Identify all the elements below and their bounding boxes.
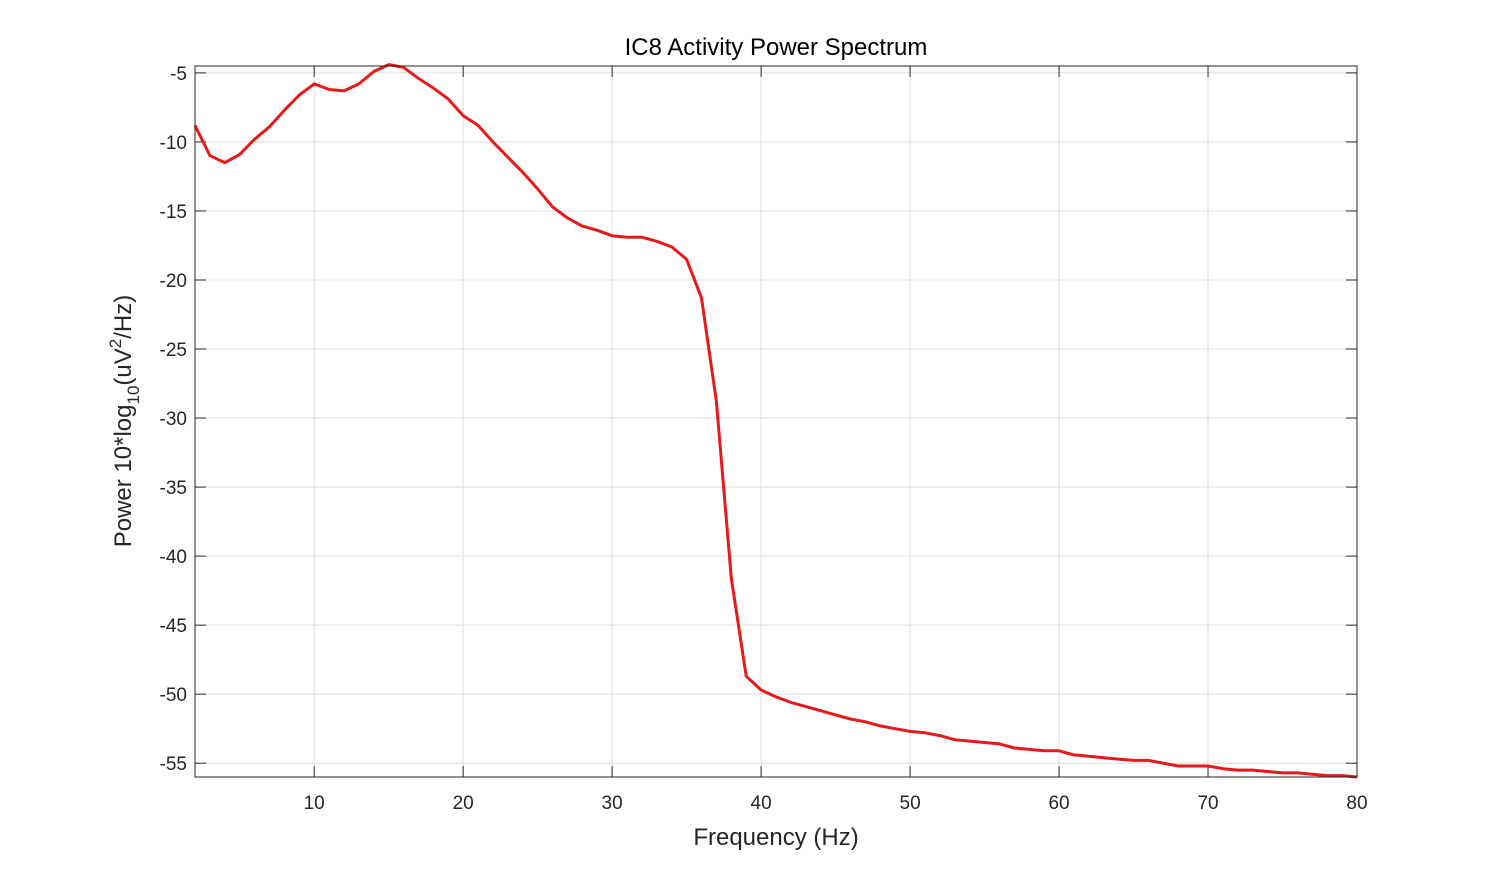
x-tick-labels: 10 20 30 40 50 60 70 80 xyxy=(304,793,1368,814)
plot-area xyxy=(195,66,1357,777)
y-tick-label: -40 xyxy=(160,547,187,568)
y-tick-label: -10 xyxy=(160,133,187,154)
y-axis-label-middle: (uV xyxy=(110,348,137,385)
y-axis-label-superscript: 2 xyxy=(106,339,125,348)
x-tick-label: 10 xyxy=(304,793,325,814)
x-tick-label: 20 xyxy=(453,793,474,814)
data-series xyxy=(193,63,1358,779)
chart-title: IC8 Activity Power Spectrum xyxy=(625,34,928,61)
y-tick-label: -55 xyxy=(160,754,187,775)
axes-box xyxy=(194,65,1358,778)
y-tick-label: -30 xyxy=(160,409,187,430)
y-axis-label-suffix: /Hz) xyxy=(110,295,137,339)
y-tick-label: -35 xyxy=(160,478,187,499)
y-tick-label: -25 xyxy=(160,340,187,361)
x-axis-label: Frequency (Hz) xyxy=(693,824,858,851)
series-line xyxy=(193,63,1358,779)
y-tick-label: -5 xyxy=(170,64,187,85)
y-tick-label: -45 xyxy=(160,616,187,637)
x-tick-label: 80 xyxy=(1346,793,1367,814)
y-tick-label: -15 xyxy=(160,202,187,223)
y-tick-labels: -5 -10 -15 -20 -25 -30 -35 -40 -45 -50 -55 xyxy=(160,64,187,775)
y-axis-label: Power 10*log10(uV2/Hz) xyxy=(106,295,143,548)
y-axis-label-subscript: 10 xyxy=(124,386,143,405)
y-axis-label-prefix: Power 10*log xyxy=(110,404,137,547)
x-tick-label: 50 xyxy=(900,793,921,814)
x-tick-label: 30 xyxy=(602,793,623,814)
y-tick-label: -20 xyxy=(160,271,187,292)
x-tick-label: 40 xyxy=(751,793,772,814)
x-tick-label: 60 xyxy=(1048,793,1069,814)
x-tick-label: 70 xyxy=(1197,793,1218,814)
y-tick-label: -50 xyxy=(160,685,187,706)
